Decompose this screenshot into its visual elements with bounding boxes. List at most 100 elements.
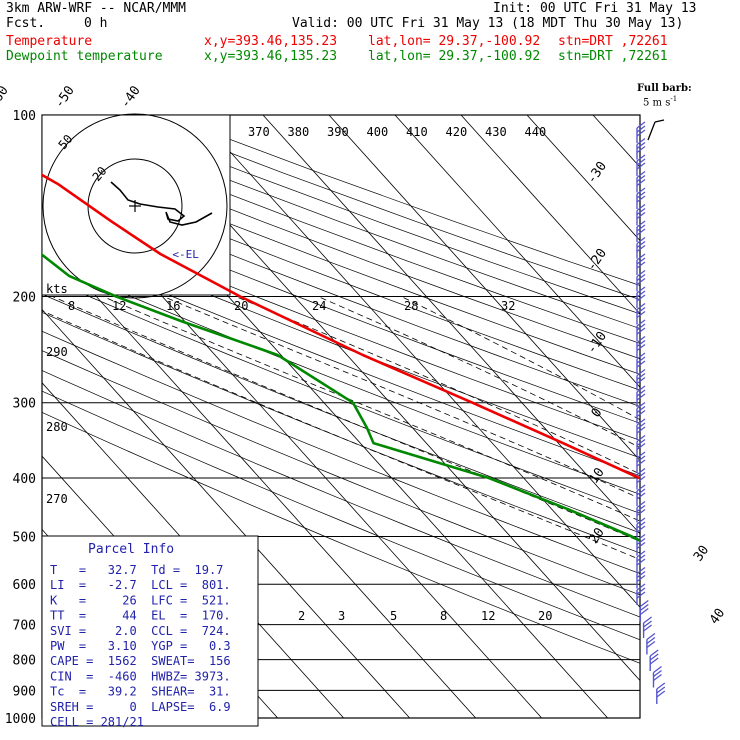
dewpoint-legend: Dewpoint temperature	[6, 49, 163, 64]
dry-adiabat-label: 430	[485, 125, 507, 139]
mixing-ratio-line	[719, 584, 740, 718]
dry-adiabat-label: 440	[525, 125, 547, 139]
moist-adiabat-label: 16	[166, 299, 180, 313]
parcel-info-box: Parcel Info T = 32.7 Td = 19.7LI = -2.7 L…	[41, 535, 259, 729]
wind-barb	[639, 599, 649, 622]
wind-barb	[652, 665, 662, 688]
model-title: 3km ARW-WRF -- NCAR/MMM	[6, 1, 187, 16]
parcel-info-frame	[41, 535, 259, 727]
diagram-frame	[41, 114, 641, 719]
wind-barb	[649, 649, 659, 671]
dry-adiabat-line	[42, 330, 640, 574]
dry-adiabat-line	[42, 209, 640, 441]
isotherm-label: 10	[586, 465, 607, 486]
parcel-info-row: LI = -2.7 LCL = 801.	[50, 578, 231, 592]
parcel-info-title: Parcel Info	[88, 542, 174, 557]
wind-barb	[636, 434, 646, 457]
mixing-ratio-label: 12	[481, 609, 495, 623]
barb-key-value: 5 m s-1	[643, 95, 678, 109]
barb-key-sample	[654, 119, 665, 123]
wind-barb	[636, 517, 646, 539]
parcel-info-row: CIN = -460 HWBZ= 3973.	[50, 669, 231, 683]
wind-barb	[636, 170, 646, 193]
valid-time: Valid: 00 UTC Fri 31 May 13 (18 MDT Thu …	[292, 16, 684, 31]
wind-barb	[636, 368, 646, 391]
sounding-traces	[42, 173, 640, 543]
dry-adiabat-label: 270	[46, 492, 68, 506]
isotherm-label: 40	[707, 606, 728, 627]
temperature-latlon: lat,lon= 29.37,-100.92	[368, 34, 541, 49]
isotherm-label: -20	[584, 246, 610, 274]
dry-adiabat-label: 280	[46, 420, 68, 434]
dry-adiabat-label: 420	[446, 125, 468, 139]
temperature-trace	[42, 173, 640, 480]
hodograph-trace	[110, 181, 213, 226]
hodograph-units-label: kts	[46, 282, 68, 296]
isotherm-label: -60	[0, 83, 12, 111]
dry-adiabat-label: 370	[248, 125, 270, 139]
init-time: Init: 00 UTC Fri 31 May 13	[493, 1, 697, 16]
wind-barb	[636, 269, 646, 292]
temperature-legend: Temperature	[6, 34, 93, 49]
parcel-info-row: T = 32.7 Td = 19.7	[50, 563, 223, 577]
dry-adiabat-label: 400	[367, 125, 389, 139]
barb-key-title: Full barb:	[637, 83, 692, 94]
wind-barb	[636, 137, 646, 160]
dry-adiabat-line	[42, 241, 640, 477]
wind-barb	[636, 401, 646, 424]
dry-adiabat-line	[42, 178, 640, 407]
isotherm-line	[328, 115, 640, 462]
dewpoint-latlon: lat,lon= 29.37,-100.92	[368, 49, 541, 64]
barb-key-sample	[647, 121, 656, 141]
wind-barb	[636, 236, 646, 259]
isotherm-line	[262, 115, 640, 535]
parcel-info-row: CELL = 281/21	[50, 715, 144, 729]
dry-adiabat-line	[42, 350, 640, 596]
parcel-info-row: CAPE = 1562 SWEAT= 156	[50, 654, 231, 668]
mixing-ratio-label: 5	[390, 609, 397, 623]
pressure-tick-label: 600	[13, 578, 36, 593]
pressure-tick-label: 900	[13, 684, 36, 699]
wind-barb	[636, 220, 646, 242]
dewpoint-trace	[42, 253, 640, 543]
dry-adiabat-line	[42, 193, 640, 424]
moist-adiabat-label: 20	[234, 299, 248, 313]
pressure-tick-label: 100	[13, 109, 36, 124]
wind-barb	[636, 302, 646, 325]
pressure-tick-label: 300	[13, 397, 36, 412]
dry-adiabat-line	[42, 275, 640, 514]
dry-adiabat-line	[42, 411, 640, 664]
wind-barb	[636, 253, 646, 275]
wind-barb	[636, 385, 646, 407]
dry-adiabat-line	[42, 134, 640, 360]
isotherm-label: -10	[584, 329, 610, 357]
mixing-ratio-label: 2	[298, 609, 305, 623]
wind-barbs	[636, 119, 666, 704]
dry-adiabat-label: 390	[327, 125, 349, 139]
isotherm-line	[196, 115, 640, 608]
moist-adiabat-line	[235, 296, 640, 475]
parcel-info-row: SVI = 2.0 CCL = 724.	[50, 624, 231, 638]
isotherm-line	[394, 115, 640, 388]
wind-barb	[636, 451, 646, 473]
parcel-info-row: Tc = 39.2 SHEAR= 31.	[50, 685, 231, 699]
mixing-ratio-label: 8	[440, 609, 447, 623]
isotherm-line	[526, 115, 640, 242]
wind-barb	[636, 550, 646, 572]
dewpoint-station: stn=DRT ,72261	[558, 49, 668, 64]
isotherm-label: -40	[118, 83, 144, 111]
mixing-ratio-label: 20	[538, 609, 552, 623]
pressure-tick-label: 800	[13, 654, 36, 669]
parcel-info-row: PW = 3.10 YGP = 0.3	[50, 639, 231, 653]
grid-labels: 1002003004005006007008009001000-80-70-60…	[0, 83, 728, 727]
wind-barb	[656, 682, 666, 704]
temperature-station: stn=DRT ,72261	[558, 34, 668, 49]
wind-barb	[636, 187, 646, 209]
wind-barb	[636, 335, 646, 358]
wind-barb	[636, 418, 646, 440]
forecast-value: 0 h	[84, 16, 108, 31]
dry-adiabat-line	[42, 390, 640, 641]
dry-adiabat-line	[42, 148, 640, 375]
moist-adiabat-line	[102, 296, 640, 522]
